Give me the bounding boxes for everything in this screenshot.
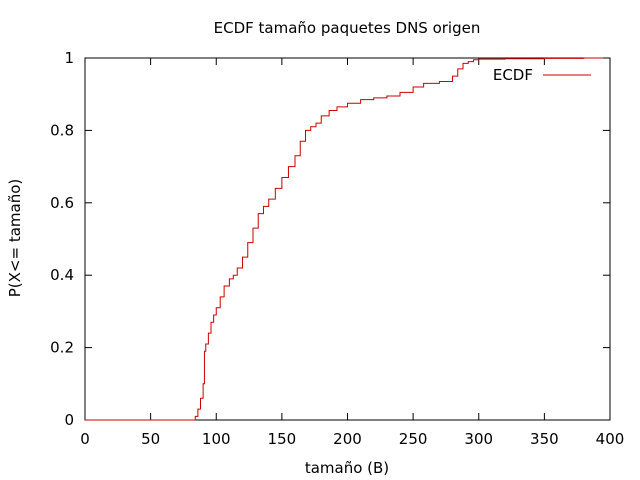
chart-title: ECDF tamaño paquetes DNS origen xyxy=(214,19,481,37)
y-tick-label: 1 xyxy=(64,49,74,67)
y-tick-label: 0.4 xyxy=(50,266,74,284)
y-tick-label: 0.8 xyxy=(50,121,74,139)
x-tick-label: 0 xyxy=(80,430,90,448)
x-tick-label: 150 xyxy=(268,430,297,448)
x-tick-label: 100 xyxy=(202,430,231,448)
y-tick-label: 0.2 xyxy=(50,339,74,357)
plot-frame xyxy=(84,57,611,421)
legend-label-ecdf: ECDF xyxy=(493,66,533,84)
y-axis-label: P(X<= tamaño) xyxy=(6,179,24,298)
x-tick-label: 350 xyxy=(530,430,559,448)
x-axis-label: tamaño (B) xyxy=(305,459,389,477)
x-tick-label: 400 xyxy=(596,430,625,448)
x-tick-label: 50 xyxy=(141,430,160,448)
x-tick-label: 250 xyxy=(399,430,428,448)
x-tick-label: 300 xyxy=(464,430,493,448)
y-tick-label: 0.6 xyxy=(50,194,74,212)
legend: ECDF xyxy=(493,66,591,84)
x-tick-label: 200 xyxy=(333,430,362,448)
y-tick-label: 0 xyxy=(64,411,74,429)
series-line-ecdf xyxy=(85,57,604,421)
